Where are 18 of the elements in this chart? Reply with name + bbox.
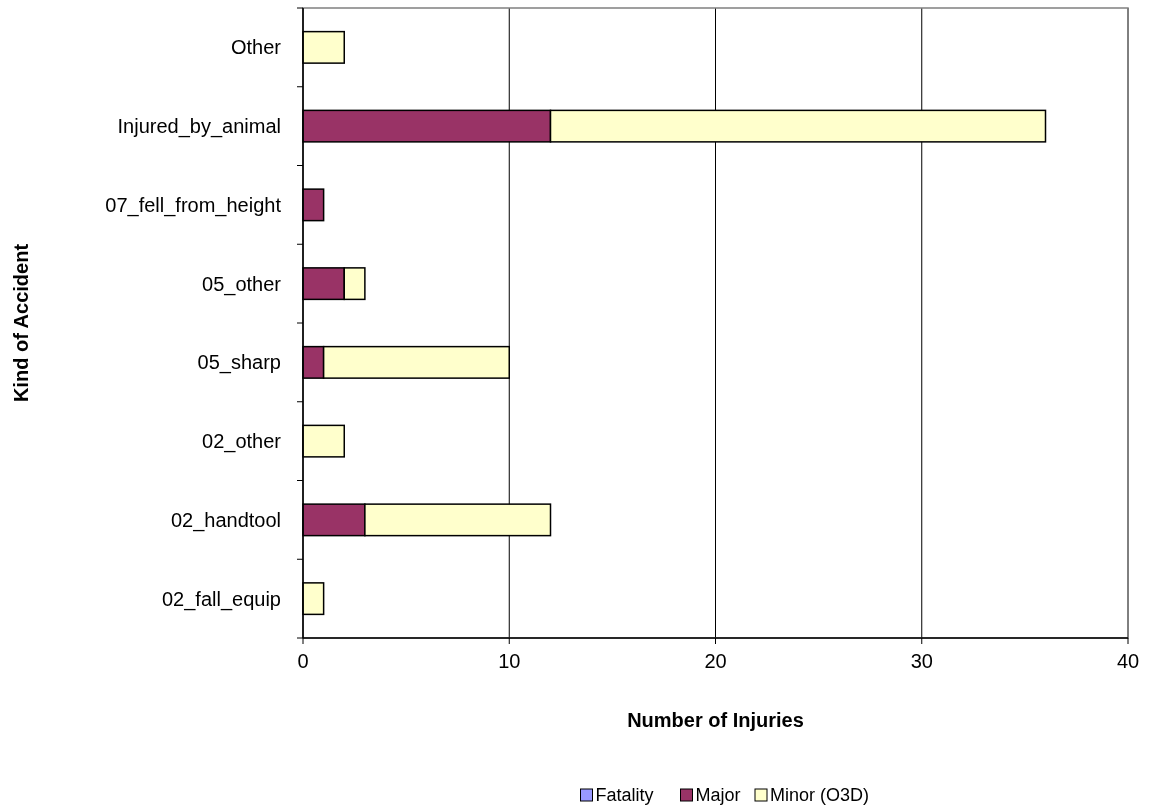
y-tick-label: Injured_by_animal xyxy=(117,115,281,139)
x-tick-label: 10 xyxy=(498,650,521,672)
y-tick-label: 07_fell_from_height xyxy=(105,193,282,217)
y-tick-label: 02_handtool xyxy=(170,508,281,532)
x-axis-title: Number of Injuries xyxy=(627,709,804,731)
y-tick-label: 05_other xyxy=(202,272,282,296)
x-tick-label: 20 xyxy=(704,650,727,672)
x-tick-label: 40 xyxy=(1116,650,1140,672)
y-tick-label: 05_sharp xyxy=(197,351,281,375)
x-tick-label: 0 xyxy=(297,650,309,672)
y-tick-label: 02_other xyxy=(202,430,282,454)
y-axis-title: Kind of Accident xyxy=(10,243,32,403)
y-tick-label: Other xyxy=(230,36,282,59)
legend-label: Fatality xyxy=(595,785,654,805)
legend-label: Major xyxy=(695,785,741,805)
legend-label: Minor (O3D) xyxy=(770,785,870,805)
y-tick-label: 02_fall_equip xyxy=(162,587,281,611)
x-tick-label: 30 xyxy=(910,650,933,672)
